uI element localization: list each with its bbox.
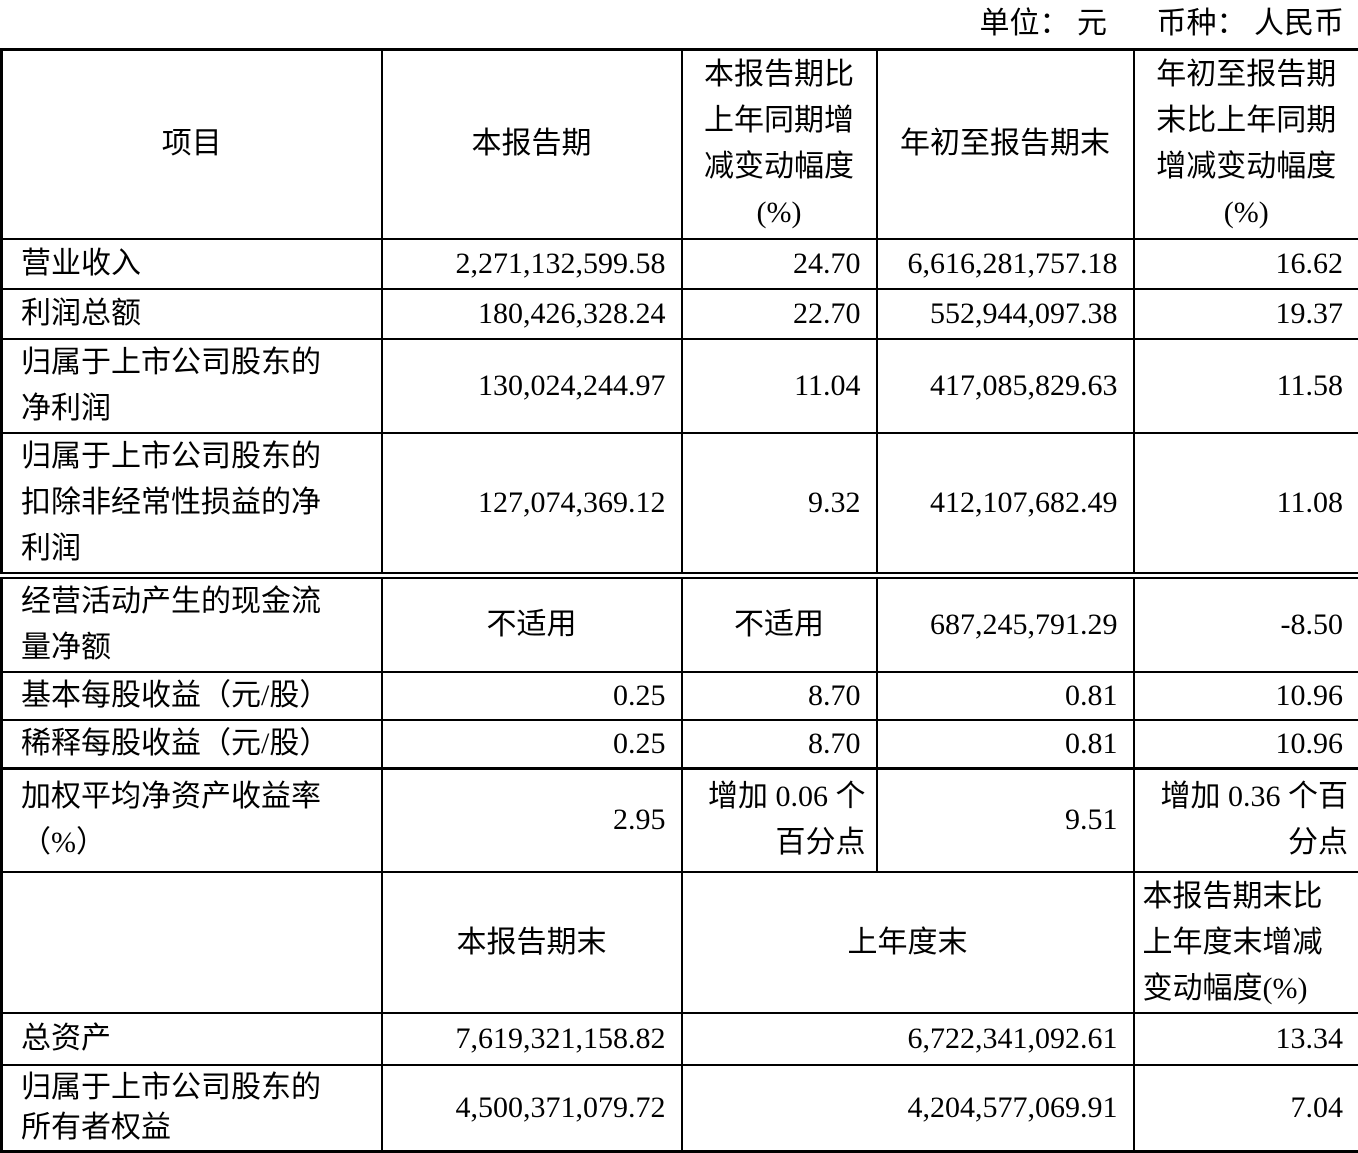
row-label: 归属于上市公司股东的 净利润 [2, 339, 382, 433]
table-row-revenue: 营业收入 2,271,132,599.58 24.70 6,616,281,75… [2, 239, 1358, 289]
cell-period-end: 7,619,321,158.82 [382, 1013, 682, 1065]
col-header-blank [2, 872, 382, 1013]
table-row-diluted-eps: 稀释每股收益（元/股） 0.25 8.70 0.81 10.96 [2, 720, 1358, 769]
cell-current-period: 0.25 [382, 672, 682, 720]
cell-current-period: 180,426,328.24 [382, 289, 682, 339]
cell-ytd: 9.51 [877, 768, 1134, 872]
row-label: 归属于上市公司股东的 扣除非经常性损益的净 利润 [2, 433, 382, 576]
cell-ytd-change: 10.96 [1134, 720, 1358, 769]
table-header-row-top: 项目 本报告期 本报告期比 上年同期增 减变动幅度 (%) 年初至报告期末 年初… [2, 50, 1358, 239]
cell-ytd: 412,107,682.49 [877, 433, 1134, 576]
cell-current-period: 0.25 [382, 720, 682, 769]
cell-ytd: 417,085,829.63 [877, 339, 1134, 433]
cell-qoq-change: 8.70 [682, 720, 877, 769]
key-financials-table: 项目 本报告期 本报告期比 上年同期增 减变动幅度 (%) 年初至报告期末 年初… [0, 48, 1358, 1153]
table-row-owners-equity: 归属于上市公司股东的 所有者权益 4,500,371,079.72 4,204,… [2, 1065, 1358, 1151]
unit-currency-line: 单位： 元 币种： 人民币 [0, 0, 1358, 48]
col-header-qoq-change-pct: 本报告期比 上年同期增 减变动幅度 (%) [682, 50, 877, 239]
cell-ytd: 0.81 [877, 672, 1134, 720]
row-label: 基本每股收益（元/股） [2, 672, 382, 720]
cell-ytd-change: 11.08 [1134, 433, 1358, 576]
row-label: 稀释每股收益（元/股） [2, 720, 382, 769]
table-header-row-bottom: 本报告期末 上年度末 本报告期末比 上年度末增减 变动幅度(%) [2, 872, 1358, 1013]
table-row-net-profit-deducted: 归属于上市公司股东的 扣除非经常性损益的净 利润 127,074,369.12 … [2, 433, 1358, 576]
cell-ytd-change: 19.37 [1134, 289, 1358, 339]
cell-qoq-change: 9.32 [682, 433, 877, 576]
col-header-item: 项目 [2, 50, 382, 239]
cell-prior-year-end: 4,204,577,069.91 [682, 1065, 1134, 1151]
row-label: 加权平均净资产收益率 （%） [2, 768, 382, 872]
cell-prior-year-end: 6,722,341,092.61 [682, 1013, 1134, 1065]
table-row-net-profit: 归属于上市公司股东的 净利润 130,024,244.97 11.04 417,… [2, 339, 1358, 433]
cell-current-period: 2,271,132,599.58 [382, 239, 682, 289]
cell-ytd-change: 11.58 [1134, 339, 1358, 433]
currency-label: 币种： 人民币 [1157, 7, 1345, 40]
cell-ytd-change: -8.50 [1134, 575, 1358, 672]
cell-qoq-change: 22.70 [682, 289, 877, 339]
col-header-prior-year-end: 上年度末 [682, 872, 1134, 1013]
row-label: 总资产 [2, 1013, 382, 1065]
cell-ytd-change: 增加 0.36 个百 分点 [1134, 768, 1358, 872]
row-label: 归属于上市公司股东的 所有者权益 [2, 1065, 382, 1151]
cell-ytd-change: 10.96 [1134, 672, 1358, 720]
cell-qoq-change: 24.70 [682, 239, 877, 289]
cell-ytd: 687,245,791.29 [877, 575, 1134, 672]
cell-ytd: 552,944,097.38 [877, 289, 1134, 339]
col-header-ytd: 年初至报告期末 [877, 50, 1134, 239]
cell-current-period: 2.95 [382, 768, 682, 872]
unit-label: 单位： 元 [980, 7, 1108, 40]
cell-period-end: 4,500,371,079.72 [382, 1065, 682, 1151]
table-row-basic-eps: 基本每股收益（元/股） 0.25 8.70 0.81 10.96 [2, 672, 1358, 720]
col-header-period-end-change-pct: 本报告期末比 上年度末增减 变动幅度(%) [1134, 872, 1358, 1013]
table-row-total-assets: 总资产 7,619,321,158.82 6,722,341,092.61 13… [2, 1013, 1358, 1065]
cell-change-pct: 13.34 [1134, 1013, 1358, 1065]
table-row-weighted-avg-roe: 加权平均净资产收益率 （%） 2.95 增加 0.06 个 百分点 9.51 增… [2, 768, 1358, 872]
cell-ytd: 6,616,281,757.18 [877, 239, 1134, 289]
row-label: 营业收入 [2, 239, 382, 289]
cell-qoq-change: 8.70 [682, 672, 877, 720]
cell-qoq-change: 11.04 [682, 339, 877, 433]
cell-qoq-change: 增加 0.06 个 百分点 [682, 768, 877, 872]
cell-change-pct: 7.04 [1134, 1065, 1358, 1151]
cell-qoq-change: 不适用 [682, 575, 877, 672]
cell-current-period: 130,024,244.97 [382, 339, 682, 433]
cell-current-period: 不适用 [382, 575, 682, 672]
cell-ytd: 0.81 [877, 720, 1134, 769]
col-header-ytd-change-pct: 年初至报告期 末比上年同期 增减变动幅度 (%) [1134, 50, 1358, 239]
row-label: 利润总额 [2, 289, 382, 339]
col-header-current-period: 本报告期 [382, 50, 682, 239]
table-row-total-profit: 利润总额 180,426,328.24 22.70 552,944,097.38… [2, 289, 1358, 339]
cell-ytd-change: 16.62 [1134, 239, 1358, 289]
table-row-operating-cash-flow: 经营活动产生的现金流 量净额 不适用 不适用 687,245,791.29 -8… [2, 575, 1358, 672]
cell-current-period: 127,074,369.12 [382, 433, 682, 576]
col-header-period-end: 本报告期末 [382, 872, 682, 1013]
row-label: 经营活动产生的现金流 量净额 [2, 575, 382, 672]
